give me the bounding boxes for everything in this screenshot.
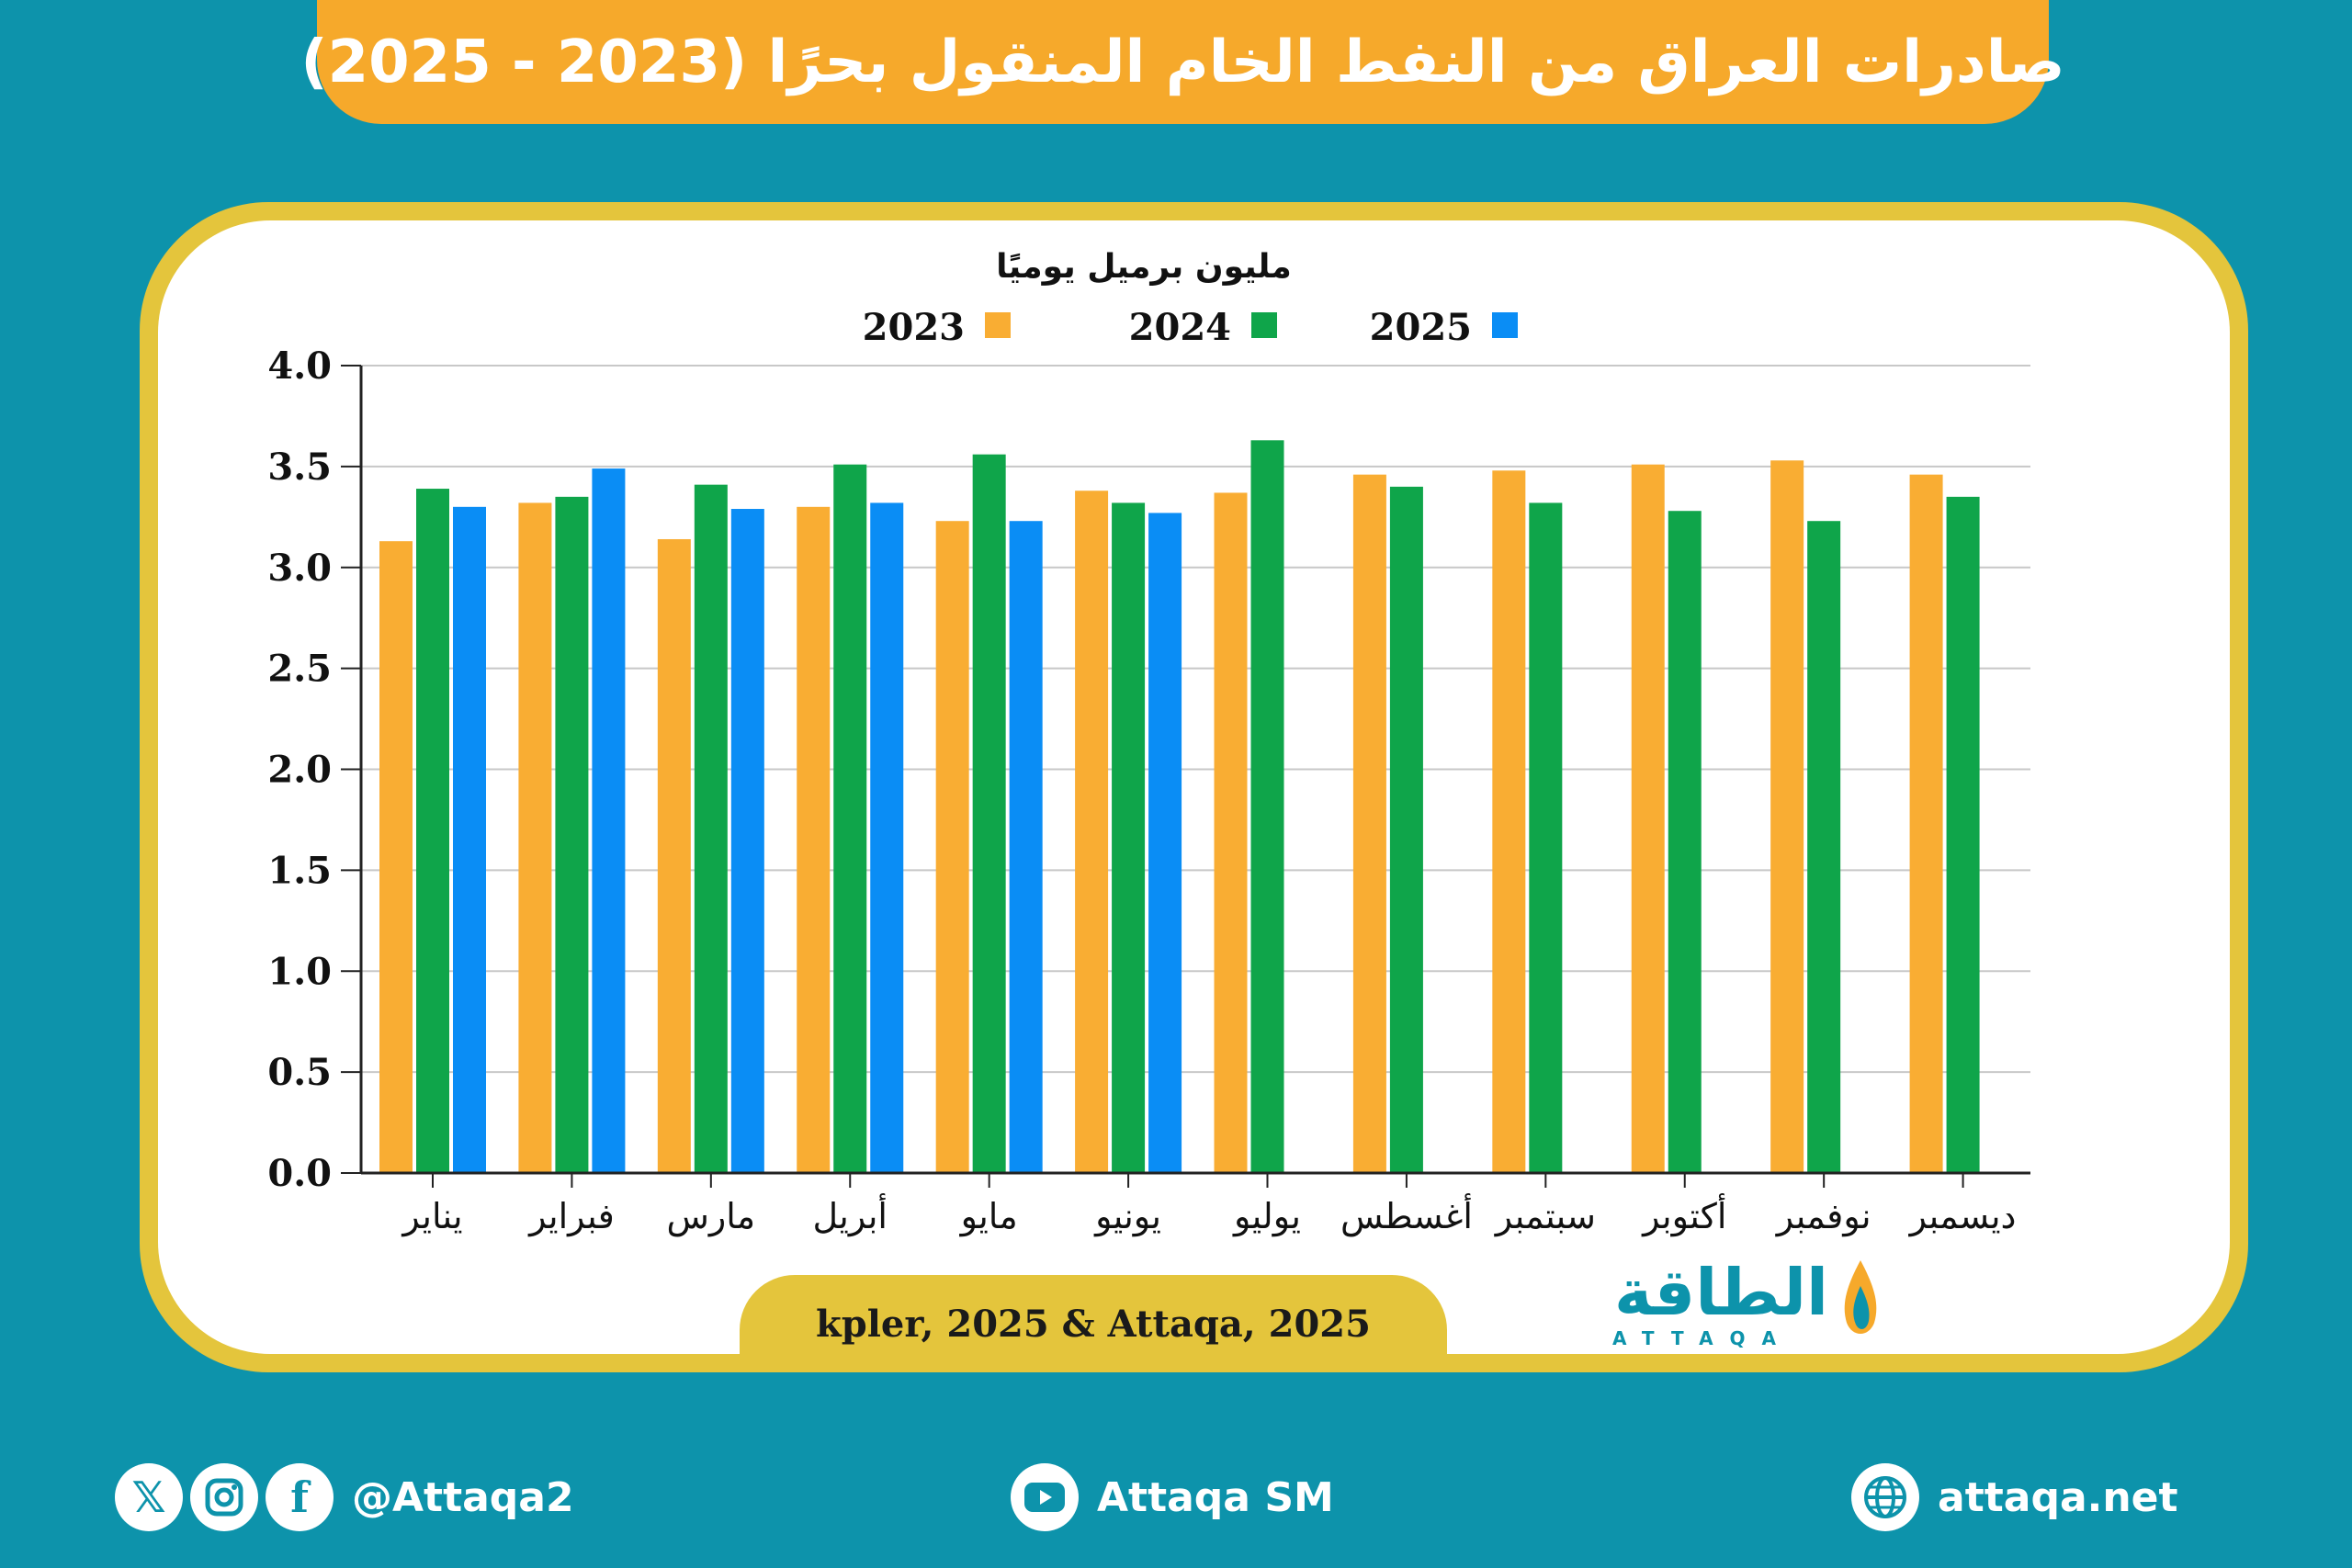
x-tick-label: سبتمبر bbox=[1494, 1196, 1596, 1237]
gridlines bbox=[361, 365, 2030, 1074]
y-axis-ticks: 0.0 0.5 1.0 1.5 2.0 2.5 3.0 3.5 4.0 bbox=[267, 344, 361, 1195]
bar-2024-6 bbox=[1112, 502, 1146, 1173]
x-tick-label: يونيو bbox=[1093, 1196, 1161, 1237]
bar-2023-1 bbox=[379, 541, 413, 1173]
bar-2025-2 bbox=[592, 468, 626, 1173]
x-icon[interactable]: 𝕏 bbox=[115, 1463, 183, 1531]
website-link[interactable]: attaqa.net bbox=[1938, 1473, 2178, 1521]
y-tick-label: 1.0 bbox=[267, 950, 332, 993]
youtube-channel[interactable]: Attaqa SM bbox=[1097, 1473, 1334, 1521]
bar-2024-5 bbox=[972, 454, 1006, 1173]
axes bbox=[359, 366, 2030, 1175]
y-tick-label: 3.5 bbox=[267, 446, 332, 489]
bar-2024-7 bbox=[1250, 440, 1284, 1173]
bar-2025-6 bbox=[1148, 513, 1182, 1173]
bar-2023-11 bbox=[1770, 460, 1804, 1174]
bar-2023-7 bbox=[1214, 492, 1248, 1173]
bar-2023-5 bbox=[935, 521, 969, 1173]
x-tick-label: مايو bbox=[959, 1196, 1018, 1237]
x-tick-label: نوفمبر bbox=[1775, 1196, 1871, 1237]
y-tick-label: 2.0 bbox=[267, 749, 332, 792]
source-pill: kpler, 2025 & Attaqa, 2025 bbox=[740, 1275, 1447, 1372]
website-group: attaqa.net bbox=[1851, 1461, 2178, 1534]
bar-2024-4 bbox=[833, 464, 867, 1173]
legend-label-2025: 2025 bbox=[1370, 306, 1472, 349]
bar-2025-4 bbox=[870, 502, 904, 1173]
legend: 2023 2024 2025 bbox=[863, 306, 1518, 349]
bar-2023-6 bbox=[1075, 491, 1109, 1173]
x-tick-label: أكتوبر bbox=[1641, 1193, 1726, 1237]
bar-2024-3 bbox=[694, 484, 728, 1173]
y-tick-label: 0.5 bbox=[267, 1051, 332, 1094]
globe-icon[interactable] bbox=[1851, 1463, 1919, 1531]
bar-2024-2 bbox=[555, 496, 589, 1173]
y-tick-label: 2.5 bbox=[267, 648, 332, 691]
y-axis-label: مليون برميل يوميًا bbox=[996, 248, 1292, 286]
legend-swatch-2024 bbox=[1251, 312, 1277, 338]
bar-2023-10 bbox=[1631, 464, 1665, 1173]
social-group: 𝕏 f @Attaqa2 bbox=[115, 1461, 574, 1534]
attaqa-logo: الطاقة ATTAQA bbox=[1562, 1254, 1893, 1355]
logo-latin-text: ATTAQA bbox=[1611, 1327, 1793, 1349]
facebook-icon[interactable]: f bbox=[266, 1463, 334, 1531]
x-tick-label: أغسطس bbox=[1340, 1193, 1473, 1236]
y-tick-label: 3.0 bbox=[267, 547, 332, 590]
title-banner: صادرات العراق من النفط الخام المنقول بحر… bbox=[300, 0, 2065, 124]
bar-2025-1 bbox=[453, 506, 486, 1173]
bars bbox=[379, 440, 1980, 1174]
bar-2024-12 bbox=[1946, 496, 1980, 1173]
x-tick-label: فبراير bbox=[527, 1196, 615, 1237]
x-tick-label: أبريل bbox=[813, 1193, 888, 1237]
chart-card bbox=[158, 220, 2230, 1354]
legend-swatch-2025 bbox=[1492, 312, 1518, 338]
bar-2023-4 bbox=[797, 506, 831, 1173]
y-tick-label: 1.5 bbox=[267, 849, 332, 892]
bar-2023-3 bbox=[657, 538, 691, 1173]
logo-arabic-text: الطاقة bbox=[1613, 1255, 1828, 1330]
y-tick-label: 0.0 bbox=[267, 1152, 332, 1195]
legend-label-2024: 2024 bbox=[1129, 306, 1231, 349]
bar-2023-8 bbox=[1352, 474, 1386, 1173]
bar-2024-11 bbox=[1807, 521, 1841, 1173]
bar-2024-1 bbox=[416, 489, 449, 1173]
x-tick-label: مارس bbox=[666, 1196, 755, 1236]
youtube-icon[interactable] bbox=[1011, 1463, 1079, 1531]
bar-2023-2 bbox=[518, 502, 552, 1173]
legend-label-2023: 2023 bbox=[863, 306, 965, 349]
bar-2024-9 bbox=[1529, 502, 1563, 1173]
x-axis-ticks: يناير فبراير مارس أبريل مايو يونيو يوليو أغسطس س… bbox=[401, 1173, 2016, 1237]
youtube-group: Attaqa SM bbox=[1011, 1461, 1334, 1534]
bar-2025-3 bbox=[730, 509, 764, 1173]
source-text: kpler, 2025 & Attaqa, 2025 bbox=[816, 1302, 1371, 1346]
bar-2023-12 bbox=[1909, 474, 1943, 1173]
bar-2023-9 bbox=[1492, 470, 1526, 1173]
bar-2024-8 bbox=[1389, 486, 1423, 1173]
legend-swatch-2023 bbox=[985, 312, 1011, 338]
x-tick-label: ديسمبر bbox=[1908, 1196, 2017, 1237]
logo-drop-icon bbox=[1844, 1260, 1877, 1334]
bar-2024-10 bbox=[1668, 511, 1702, 1173]
instagram-icon[interactable] bbox=[190, 1463, 258, 1531]
bar-2025-5 bbox=[1009, 521, 1043, 1173]
y-tick-label: 4.0 bbox=[267, 344, 332, 388]
chart-title: صادرات العراق من النفط الخام المنقول بحر… bbox=[300, 28, 2065, 96]
x-tick-label: يناير bbox=[401, 1196, 462, 1237]
x-tick-label: يوليو bbox=[1232, 1196, 1301, 1237]
social-handle[interactable]: @Attaqa2 bbox=[352, 1473, 574, 1521]
